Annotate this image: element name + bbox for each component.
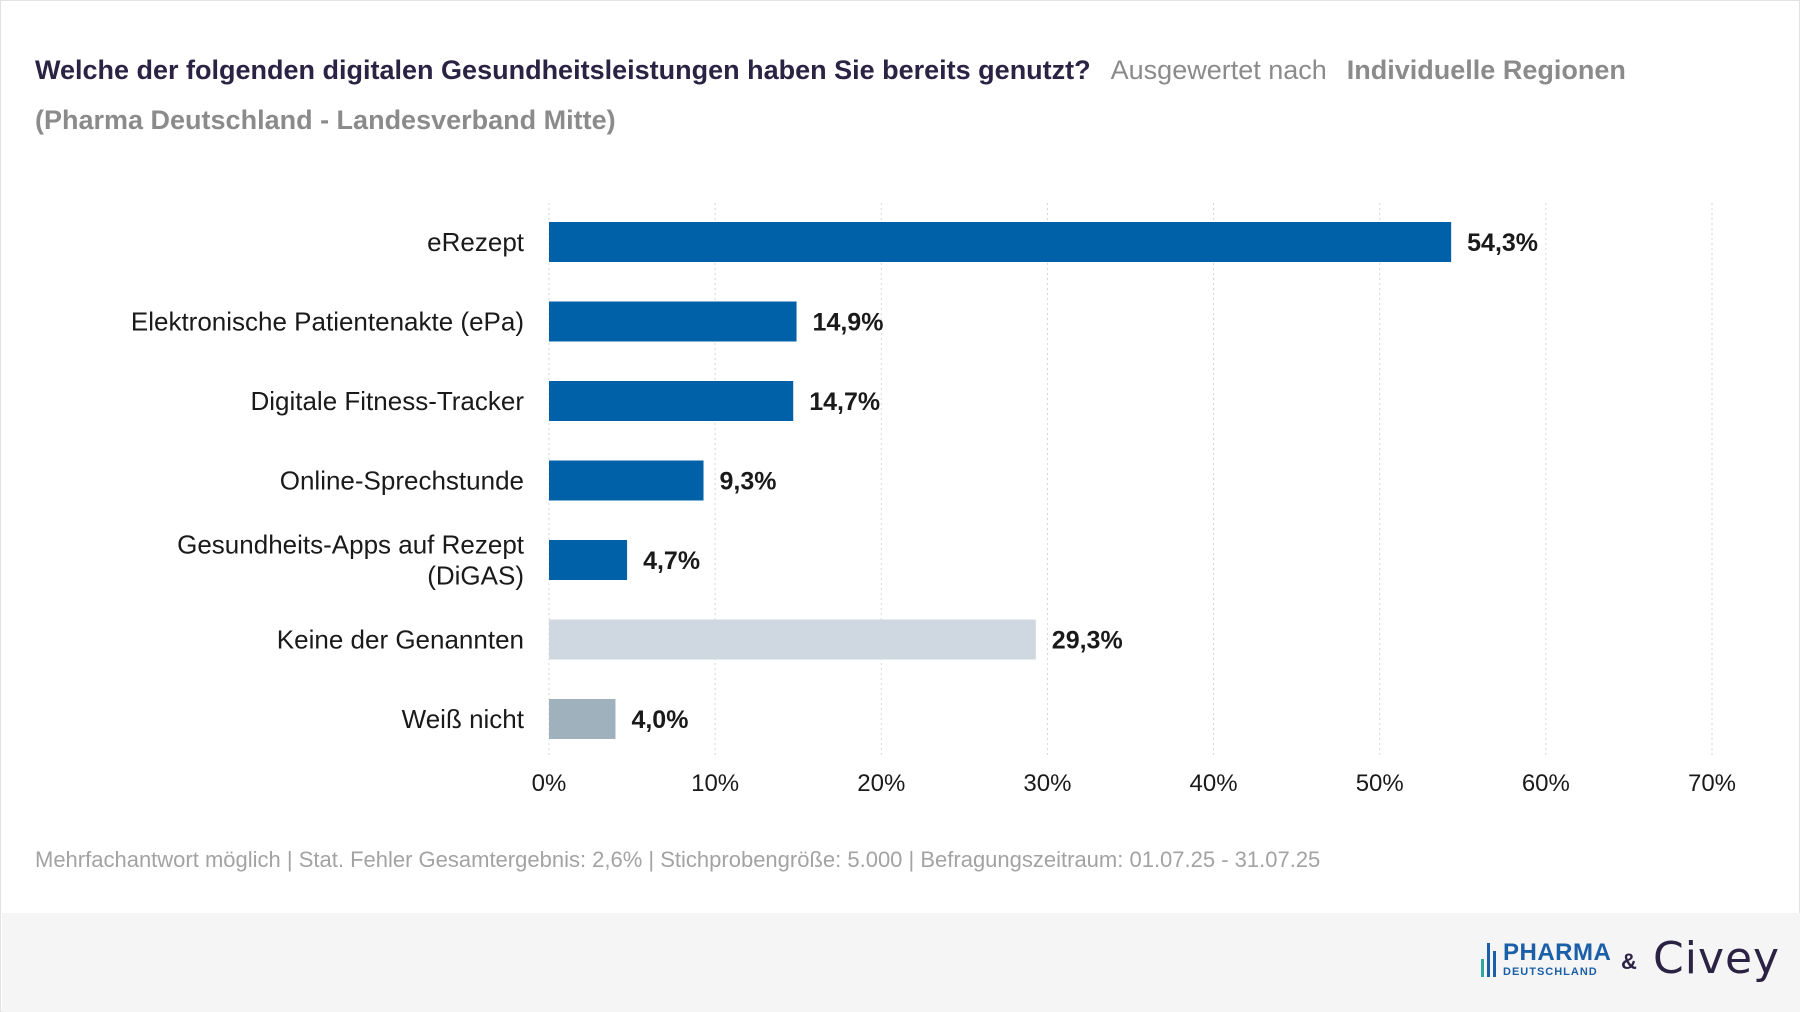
region-selector[interactable]: Individuelle Regionen xyxy=(1346,55,1626,85)
value-label: 14,9% xyxy=(813,309,884,337)
category-label: Online-Sprechstunde xyxy=(280,466,524,496)
pharma-deutschland-logo: PHARMA DEUTSCHLAND xyxy=(1481,941,1611,978)
x-tick-label: 20% xyxy=(857,770,905,797)
bar[interactable] xyxy=(549,381,794,421)
x-tick-label: 40% xyxy=(1190,770,1238,797)
evaluated-by-label: Ausgewertet nach xyxy=(1110,55,1327,85)
x-tick-label: 70% xyxy=(1688,770,1736,797)
pharma-bars-icon xyxy=(1481,942,1496,977)
footnote: Mehrfachantwort möglich | Stat. Fehler G… xyxy=(35,847,1321,872)
bar[interactable] xyxy=(549,301,797,342)
bar[interactable] xyxy=(549,540,628,580)
category-label: Weiß nicht xyxy=(402,704,525,734)
logo-ampersand: & xyxy=(1621,949,1637,974)
category-label: Digitale Fitness-Tracker xyxy=(250,386,524,416)
value-label: 29,3% xyxy=(1052,627,1123,655)
value-label: 9,3% xyxy=(720,468,777,496)
bar-chart: 0% 10% 20% 30% 40% 50% 60% 70% eRezept 54,3% Elekt… xyxy=(131,203,1736,797)
chart-subtitle: (Pharma Deutschland - Landesverband Mitt… xyxy=(35,105,616,135)
pharma-logo-word: PHARMA xyxy=(1503,939,1612,966)
footer-band xyxy=(2,913,1800,1012)
chart-title: Welche der folgenden digitalen Gesundhei… xyxy=(35,45,1755,145)
value-label: 14,7% xyxy=(809,388,880,416)
civey-logo: Civey xyxy=(1653,933,1781,984)
category-label: Elektronische Patientenakte (ePa) xyxy=(131,307,524,337)
pharma-logo-sub: DEUTSCHLAND xyxy=(1503,966,1598,978)
category-label: Gesundheits-Apps auf Rezept (DiGAS) xyxy=(177,530,525,591)
bar[interactable] xyxy=(549,619,1036,660)
category-label: eRezept xyxy=(427,227,525,257)
x-tick-label: 50% xyxy=(1356,770,1404,797)
value-label: 4,7% xyxy=(643,547,700,575)
value-label: 4,0% xyxy=(631,706,688,734)
x-tick-label: 60% xyxy=(1522,770,1570,797)
category-label: Keine der Genannten xyxy=(277,625,524,655)
bar[interactable] xyxy=(549,222,1452,262)
bar[interactable] xyxy=(549,460,704,501)
bar[interactable] xyxy=(549,699,616,739)
chart-question: Welche der folgenden digitalen Gesundhei… xyxy=(35,55,1091,85)
x-tick-label: 0% xyxy=(532,770,567,797)
value-label: 54,3% xyxy=(1467,229,1538,257)
x-tick-label: 30% xyxy=(1023,770,1071,797)
x-tick-label: 10% xyxy=(691,770,739,797)
